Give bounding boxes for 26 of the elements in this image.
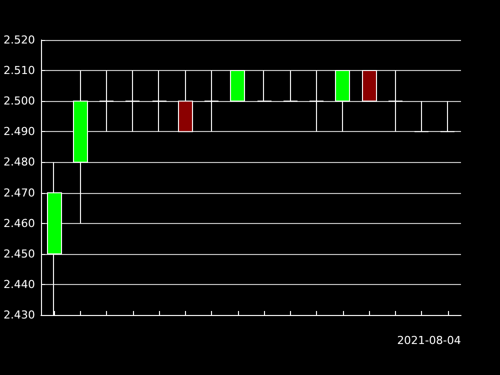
candlestick: [73, 70, 88, 224]
candlestick: [335, 70, 350, 132]
y-tick-label: 2.480: [4, 156, 35, 169]
y-tick-label: 2.430: [4, 308, 35, 322]
y-tick-label: 2.460: [4, 216, 35, 230]
candlestick: [230, 70, 245, 102]
candlestick: [414, 100, 429, 132]
candlestick: [204, 70, 219, 132]
y-tick-label: 2.520: [4, 34, 35, 46]
y-tick-label: 2.500: [4, 94, 35, 108]
candlestick: [309, 70, 324, 132]
candlestick: [125, 70, 140, 132]
candlestick: [257, 70, 272, 102]
y-tick-label: 2.470: [4, 186, 35, 200]
y-tick-label: 2.440: [4, 278, 35, 291]
candlestick: [362, 70, 377, 102]
candlestick: [178, 70, 193, 132]
candlestick: [283, 70, 298, 102]
candlestick: [99, 70, 114, 132]
candlestick: [440, 100, 455, 132]
x-axis-title: 2021-08-04: [397, 334, 461, 347]
y-tick-label: 2.490: [4, 125, 35, 138]
candlestick: [388, 70, 403, 132]
y-tick-label: 2.510: [4, 64, 35, 78]
y-tick-label: 2.450: [4, 247, 35, 260]
candlestick: [152, 70, 167, 132]
